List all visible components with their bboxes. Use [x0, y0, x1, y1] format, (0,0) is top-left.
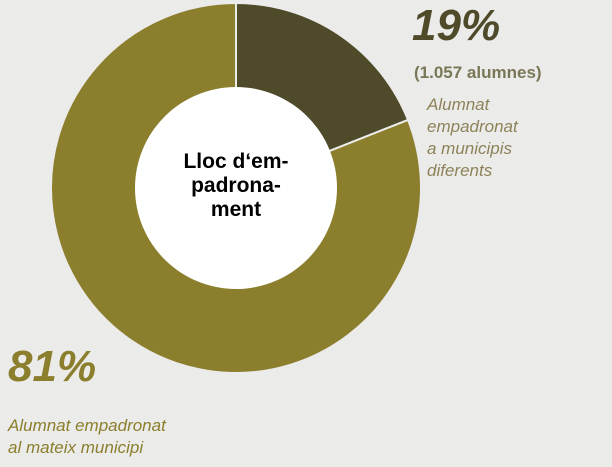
slice-1-count-label: (1.057 alumnes)	[414, 63, 542, 82]
slice-1-description-line-1: Alumnat	[427, 95, 490, 114]
slice-1-description: Alumnat empadronat a municipis diferents	[427, 94, 518, 182]
slice-1-percent-label: 19%	[412, 1, 501, 50]
slice-1-description-line-3: a municipis	[427, 139, 513, 158]
slice-2-description: Alumnat empadronat al mateix municipi	[8, 415, 166, 459]
slice-1-description-line-2: empadronat	[427, 117, 518, 136]
center-label-line-3: ment	[210, 198, 262, 221]
center-label: Lloc d‘em- padrona- ment	[150, 150, 322, 222]
donut-hole	[135, 87, 337, 289]
center-label-line-1: Lloc d‘em-	[183, 150, 289, 173]
slice-2-description-line-2: al mateix municipi	[8, 438, 144, 457]
slice-2-description-line-1: Alumnat empadronat	[8, 416, 166, 435]
slice-2-percent-label: 81%	[8, 342, 97, 391]
center-label-line-2: padrona-	[191, 174, 281, 197]
slice-1-description-line-4: diferents	[427, 161, 493, 180]
